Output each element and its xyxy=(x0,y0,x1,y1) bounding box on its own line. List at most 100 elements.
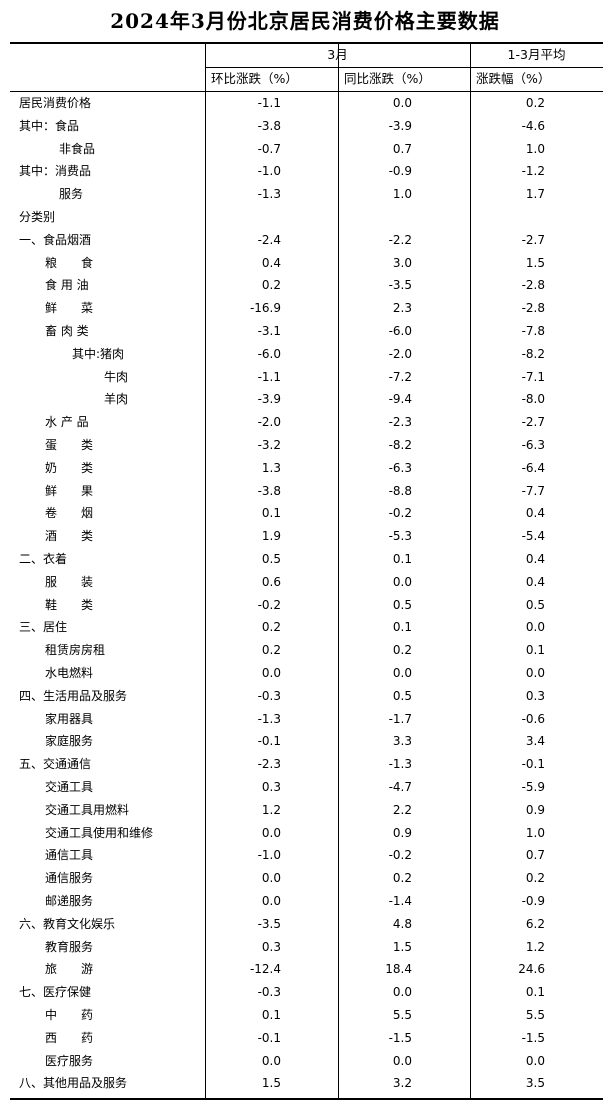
yoy-value: -2.3 xyxy=(388,415,412,430)
q1-value: -1.5 xyxy=(521,1030,545,1045)
q1-value: 0.1 xyxy=(525,985,545,1000)
q1-value: -4.6 xyxy=(521,118,545,133)
q1-value: -0.9 xyxy=(521,894,545,908)
row-label: 通信工具 xyxy=(45,848,94,863)
row-label: 中 药 xyxy=(45,1008,94,1022)
row-label: 交通工具使用和维修 xyxy=(45,825,154,840)
row-label: 牛肉 xyxy=(104,369,129,384)
row-label: 非食品 xyxy=(59,141,96,156)
table-row: 医疗服务 0.0 0.0 0.0 xyxy=(10,1050,603,1073)
mom-value: -1.1 xyxy=(257,369,281,384)
row-label: 一、食品烟酒 xyxy=(19,232,92,247)
yoy-value: -2.0 xyxy=(388,346,412,361)
table-row: 鲜 果 -3.8 -8.8 -7.7 xyxy=(10,480,603,503)
q1-value: 6.2 xyxy=(525,916,545,931)
table-row: 酒 类 1.9 -5.3 -5.4 xyxy=(10,525,603,548)
q1-value: 1.2 xyxy=(525,939,545,954)
yoy-value: -2.2 xyxy=(388,232,412,247)
row-label: 居民消费价格 xyxy=(19,96,92,110)
yoy-value: -3.5 xyxy=(388,278,412,293)
q1-value: 0.4 xyxy=(525,574,545,589)
mom-value: -2.4 xyxy=(257,232,281,247)
yoy-value: -7.2 xyxy=(388,369,412,384)
mom-value: -0.3 xyxy=(257,985,281,1000)
q1-value: 3.4 xyxy=(525,734,545,749)
row-label: 交通工具 xyxy=(45,780,94,794)
yoy-value: 0.0 xyxy=(392,1053,412,1068)
table-row: 通信工具 -1.0 -0.2 0.7 xyxy=(10,844,603,867)
yoy-value: -0.9 xyxy=(388,164,412,179)
q1-value: 0.3 xyxy=(525,688,545,703)
mom-value: -3.9 xyxy=(257,392,281,407)
table-row: 租赁房房租 0.2 0.2 0.1 xyxy=(10,639,603,662)
q1-value: 1.5 xyxy=(525,255,545,270)
mom-value: -2.3 xyxy=(257,757,281,772)
row-label: 分类别 xyxy=(19,210,56,224)
mom-value: -0.1 xyxy=(257,734,281,749)
divider xyxy=(470,44,471,1098)
mom-value: -3.5 xyxy=(257,916,281,931)
q1-value: 0.0 xyxy=(525,666,545,680)
mom-value: 0.0 xyxy=(261,894,281,908)
q1-value: 0.7 xyxy=(525,848,545,863)
yoy-value: -1.7 xyxy=(388,711,412,726)
row-label: 医疗服务 xyxy=(45,1053,94,1068)
yoy-value: 4.8 xyxy=(392,916,412,931)
q1-value: -8.0 xyxy=(521,392,545,407)
mom-value: -3.1 xyxy=(257,324,281,338)
q1-value: -5.9 xyxy=(521,780,545,794)
divider xyxy=(205,67,603,68)
q1-value: -2.8 xyxy=(521,278,545,293)
row-label: 水电燃料 xyxy=(45,666,94,680)
row-label: 三、居住 xyxy=(19,620,68,635)
row-label: 交通工具用燃料 xyxy=(45,802,130,817)
mom-value: 0.2 xyxy=(261,643,281,658)
table-row: 畜 肉 类 -3.1 -6.0 -7.8 xyxy=(10,320,603,343)
table-row: 交通工具 0.3 -4.7 -5.9 xyxy=(10,776,603,799)
table-row: 服务 -1.3 1.0 1.7 xyxy=(10,183,603,206)
table-row: 其中:猪肉 -6.0 -2.0 -8.2 xyxy=(10,343,603,366)
row-label: 食 用 油 xyxy=(45,278,89,293)
yoy-value: 3.3 xyxy=(392,734,412,749)
yoy-value: 0.2 xyxy=(392,643,412,658)
table-row: 蛋 类 -3.2 -8.2 -6.3 xyxy=(10,434,603,457)
q1-value: 0.1 xyxy=(525,643,545,658)
cpi-table: 3月 1-3月平均 环比涨跌（%） 同比涨跌（%） 涨跌幅（%） 居民消费价格 -… xyxy=(10,42,603,1100)
row-label: 服 装 xyxy=(45,574,94,589)
divider xyxy=(10,91,603,92)
row-label: 卷 烟 xyxy=(45,506,94,521)
mom-value: -12.4 xyxy=(249,962,281,977)
yoy-value: 2.3 xyxy=(392,301,412,316)
q1-value: -0.6 xyxy=(521,711,545,726)
mom-value: 1.3 xyxy=(261,460,281,475)
q1-value: -7.8 xyxy=(521,324,545,338)
yoy-value: 0.5 xyxy=(392,597,412,612)
table-row: 其中：消费品 -1.0 -0.9 -1.2 xyxy=(10,160,603,183)
table-row: 鞋 类 -0.2 0.5 0.5 xyxy=(10,594,603,617)
row-label: 七、医疗保健 xyxy=(19,985,92,1000)
mom-value: -0.3 xyxy=(257,688,281,703)
table-row: 交通工具用燃料 1.2 2.2 0.9 xyxy=(10,799,603,822)
q1-value: 24.6 xyxy=(518,962,545,977)
mom-value: 0.3 xyxy=(261,939,281,954)
row-label: 旅 游 xyxy=(45,962,94,977)
yoy-value: 1.0 xyxy=(392,187,412,202)
q1-value: 0.5 xyxy=(525,597,545,612)
row-label: 八、其他用品及服务 xyxy=(19,1076,128,1091)
yoy-value: -9.4 xyxy=(388,392,412,407)
yoy-value: 0.7 xyxy=(392,141,412,156)
table-row: 服 装 0.6 0.0 0.4 xyxy=(10,571,603,594)
row-label: 鲜 菜 xyxy=(45,301,94,316)
yoy-value: -3.9 xyxy=(388,118,412,133)
mom-value: 0.0 xyxy=(261,1053,281,1068)
row-label: 通信服务 xyxy=(45,871,94,886)
row-label: 五、交通通信 xyxy=(19,757,92,772)
row-label: 家用器具 xyxy=(45,711,94,726)
q1-value: -6.4 xyxy=(521,460,545,475)
q1-value: 0.2 xyxy=(525,871,545,886)
mom-value: 0.5 xyxy=(261,552,281,566)
yoy-value: -1.5 xyxy=(388,1030,412,1045)
q1-value: 3.5 xyxy=(525,1076,545,1091)
mom-value: 0.2 xyxy=(261,278,281,293)
yoy-value: 0.5 xyxy=(392,688,412,703)
